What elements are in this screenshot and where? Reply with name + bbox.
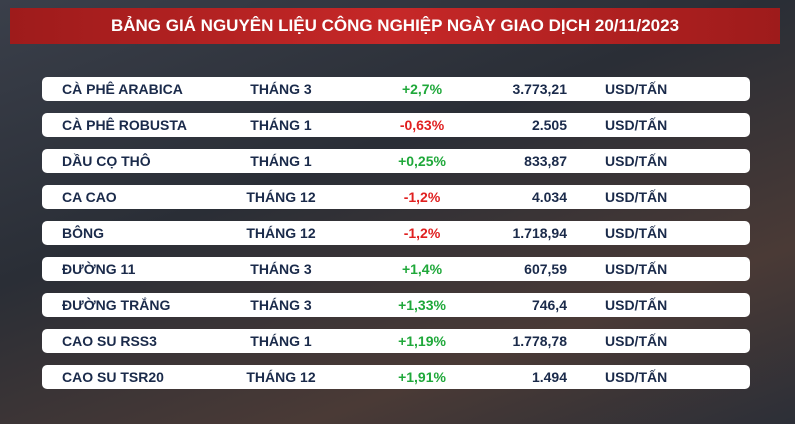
- commodity: BÔNG: [62, 225, 104, 241]
- table-row: BÔNG THÁNG 12 -1,2% 1.718,94 USD/TẤN: [42, 221, 750, 245]
- unit: USD/TẤN: [605, 261, 668, 277]
- change: +1,91%: [398, 369, 446, 385]
- table-row: CAO SU TSR20 THÁNG 12 +1,91% 1.494 USD/TẤN: [42, 365, 750, 389]
- contract-month: THÁNG 1: [250, 117, 312, 133]
- table-row: CÀ PHÊ ROBUSTA THÁNG 1 -0,63% 2.505 USD/TẤN: [42, 113, 750, 137]
- unit: USD/TẤN: [605, 189, 668, 205]
- price: 1.718,94: [512, 225, 568, 241]
- table-row: DẦU CỌ THÔ THÁNG 1 +0,25% 833,87 USD/TẤN: [42, 149, 750, 173]
- commodity: DẦU CỌ THÔ: [62, 153, 151, 169]
- unit: USD/TẤN: [605, 333, 668, 349]
- table-row: CAO SU RSS3 THÁNG 1 +1,19% 1.778,78 USD/TẤN: [42, 329, 750, 353]
- change: -0,63%: [399, 117, 445, 133]
- commodity: CA CAO: [62, 189, 117, 205]
- title: BẢNG GIÁ NGUYÊN LIỆU CÔNG NGHIỆP NGÀY GI…: [10, 8, 780, 44]
- contract-month: THÁNG 3: [250, 297, 312, 313]
- contract-month: THÁNG 12: [246, 369, 316, 385]
- contract-month: THÁNG 12: [246, 225, 316, 241]
- unit: USD/TẤN: [605, 153, 668, 169]
- change: +2,7%: [401, 81, 443, 97]
- change: +0,25%: [398, 153, 446, 169]
- price: 4.034: [531, 189, 567, 205]
- contract-month: THÁNG 12: [246, 189, 316, 205]
- commodity: CÀ PHÊ ARABICA: [62, 81, 183, 97]
- commodity: ĐƯỜNG 11: [62, 261, 136, 277]
- contract-month: THÁNG 3: [250, 81, 312, 97]
- commodity: CAO SU RSS3: [62, 333, 157, 349]
- change: -1,2%: [403, 189, 441, 205]
- change: +1,4%: [401, 261, 443, 277]
- table-row: ĐƯỜNG 11 THÁNG 3 +1,4% 607,59 USD/TẤN: [42, 257, 750, 281]
- table-row: CA CAO THÁNG 12 -1,2% 4.034 USD/TẤN: [42, 185, 750, 209]
- price: 833,87: [524, 153, 567, 169]
- price: 1.494: [531, 369, 567, 385]
- unit: USD/TẤN: [605, 369, 668, 385]
- commodity: CAO SU TSR20: [62, 369, 164, 385]
- contract-month: THÁNG 1: [250, 153, 312, 169]
- change: +1,33%: [398, 297, 446, 313]
- contract-month: THÁNG 3: [250, 261, 312, 277]
- price: 2.505: [531, 117, 567, 133]
- change: +1,19%: [398, 333, 446, 349]
- contract-month: THÁNG 1: [250, 333, 312, 349]
- commodity: CÀ PHÊ ROBUSTA: [62, 117, 187, 133]
- unit: USD/TẤN: [605, 225, 668, 241]
- unit: USD/TẤN: [605, 297, 668, 313]
- price: 3.773,21: [512, 81, 568, 97]
- change: -1,2%: [403, 225, 441, 241]
- unit: USD/TẤN: [605, 117, 668, 133]
- table-row: ĐƯỜNG TRẮNG THÁNG 3 +1,33% 746,4 USD/TẤN: [42, 293, 750, 317]
- commodity: ĐƯỜNG TRẮNG: [62, 297, 171, 313]
- table-row: CÀ PHÊ ARABICA THÁNG 3 +2,7% 3.773,21 USD/TẤ…: [42, 77, 750, 101]
- price: 746,4: [531, 297, 567, 313]
- unit: USD/TẤN: [605, 81, 668, 97]
- price: 607,59: [524, 261, 567, 277]
- price: 1.778,78: [512, 333, 568, 349]
